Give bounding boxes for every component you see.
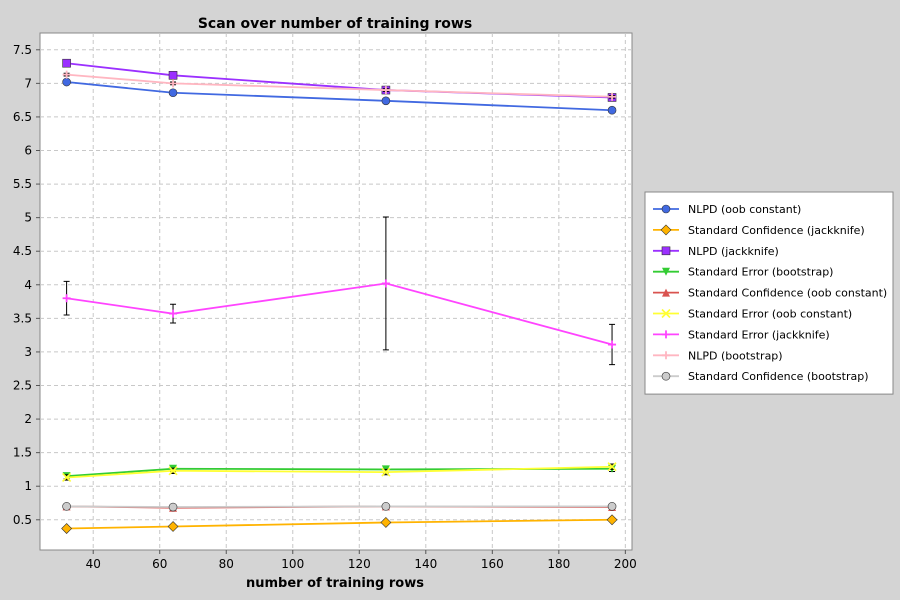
legend-label: Standard Confidence (oob constant) xyxy=(688,287,887,300)
series-line xyxy=(66,505,613,508)
legend-label: NLPD (bootstrap) xyxy=(688,349,783,362)
legend-item: Standard Error (oob constant) xyxy=(653,308,852,321)
legend-marker xyxy=(662,288,670,297)
y-tick-label: 5.5 xyxy=(13,177,32,191)
data-point xyxy=(607,502,617,511)
data-point xyxy=(381,502,391,511)
data-point xyxy=(381,467,391,477)
series-0 xyxy=(62,77,617,115)
legend-item: Standard Confidence (oob constant) xyxy=(653,287,887,300)
data-point xyxy=(169,309,178,318)
data-point xyxy=(168,88,178,98)
y-tick-label: 4 xyxy=(24,278,32,292)
series-8 xyxy=(62,502,617,512)
y-tick-label: 2.5 xyxy=(13,379,32,393)
data-point xyxy=(380,517,392,528)
series-line xyxy=(66,73,613,98)
x-tick-label: 100 xyxy=(281,557,304,571)
legend-label: Standard Confidence (jackknife) xyxy=(688,224,865,237)
legend-item: NLPD (jackknife) xyxy=(653,245,779,258)
data-point xyxy=(168,502,178,512)
data-point xyxy=(168,466,178,476)
y-tick-label: 1.5 xyxy=(13,446,32,460)
legend-label: Standard Error (bootstrap) xyxy=(688,266,833,279)
data-point xyxy=(62,472,72,483)
legend-marker xyxy=(660,224,672,236)
x-tick-label: 60 xyxy=(152,557,167,571)
legend-marker xyxy=(661,308,671,319)
series-line xyxy=(66,81,613,112)
series-7 xyxy=(62,70,617,101)
legend-item: NLPD (bootstrap) xyxy=(653,349,783,362)
y-tick-label: 0.5 xyxy=(13,513,32,527)
data-point xyxy=(608,340,617,349)
tick-labels: 40 60 80 100 120 140 160 180 200 0.5 1 1.5 2 2.5 3 3.5 4… xyxy=(13,43,637,571)
data-point xyxy=(381,86,390,95)
x-tick-label: 80 xyxy=(219,557,234,571)
legend-marker xyxy=(662,267,670,276)
legend-item: NLPD (oob constant) xyxy=(653,203,801,216)
data-point xyxy=(61,523,73,534)
series-line xyxy=(66,282,613,346)
y-tick-label: 4.5 xyxy=(13,244,32,258)
y-tick-label: 1 xyxy=(24,479,32,493)
data-point xyxy=(62,70,71,79)
data-point xyxy=(167,521,179,532)
data-point xyxy=(608,92,617,101)
legend-marker xyxy=(662,351,670,360)
legend-label: Standard Error (oob constant) xyxy=(688,308,852,321)
legend-item: Standard Error (jackknife) xyxy=(653,328,830,341)
chart-title: Scan over number of training rows xyxy=(198,16,472,32)
data-point xyxy=(606,514,618,526)
x-tick-label: 180 xyxy=(547,557,570,571)
legend-marker xyxy=(661,204,671,214)
y-tick-label: 2 xyxy=(24,412,32,426)
legend-label: NLPD (jackknife) xyxy=(688,245,779,258)
series-1 xyxy=(61,514,618,534)
legend-marker xyxy=(662,330,670,339)
series-6 xyxy=(62,216,617,366)
data-point xyxy=(62,58,71,68)
legend-label: Standard Error (jackknife) xyxy=(688,328,830,341)
x-tick-label: 120 xyxy=(348,557,371,571)
data-point xyxy=(62,502,71,511)
legend-marker xyxy=(661,371,671,381)
legend-item: Standard Confidence (bootstrap) xyxy=(653,370,869,383)
data-point xyxy=(62,77,71,87)
gridlines xyxy=(40,33,632,550)
series-layer xyxy=(61,58,618,534)
legend-marker xyxy=(661,246,671,256)
y-tick-label: 6.5 xyxy=(13,110,32,124)
x-tick-label: 200 xyxy=(614,557,637,571)
y-tick-label: 3 xyxy=(24,345,32,359)
data-point xyxy=(607,105,617,115)
legend-item: Standard Error (bootstrap) xyxy=(653,266,833,279)
legend: NLPD (oob constant) Standard Confidence (… xyxy=(644,191,894,395)
series-line xyxy=(66,465,613,479)
data-point xyxy=(169,79,178,88)
x-axis-label: number of training rows xyxy=(246,576,424,591)
x-tick-label: 160 xyxy=(481,557,504,571)
y-tick-label: 6 xyxy=(24,144,32,158)
legend-label: Standard Confidence (bootstrap) xyxy=(688,370,869,383)
series-5 xyxy=(62,462,617,483)
legend-box xyxy=(644,191,894,395)
plot-area xyxy=(39,32,633,551)
axes xyxy=(36,49,626,554)
series-line xyxy=(66,518,613,530)
data-point xyxy=(381,279,390,288)
legend-item: Standard Confidence (jackknife) xyxy=(653,224,865,237)
data-point xyxy=(62,294,71,303)
y-tick-label: 3.5 xyxy=(13,311,32,325)
data-point xyxy=(607,462,617,472)
data-point xyxy=(381,96,391,106)
y-tick-label: 5 xyxy=(24,211,32,225)
data-point xyxy=(168,71,178,80)
legend-label: NLPD (oob constant) xyxy=(688,203,801,216)
x-tick-label: 140 xyxy=(414,557,437,571)
y-tick-label: 7 xyxy=(24,76,32,90)
x-tick-label: 40 xyxy=(86,557,101,571)
y-tick-label: 7.5 xyxy=(13,43,32,57)
